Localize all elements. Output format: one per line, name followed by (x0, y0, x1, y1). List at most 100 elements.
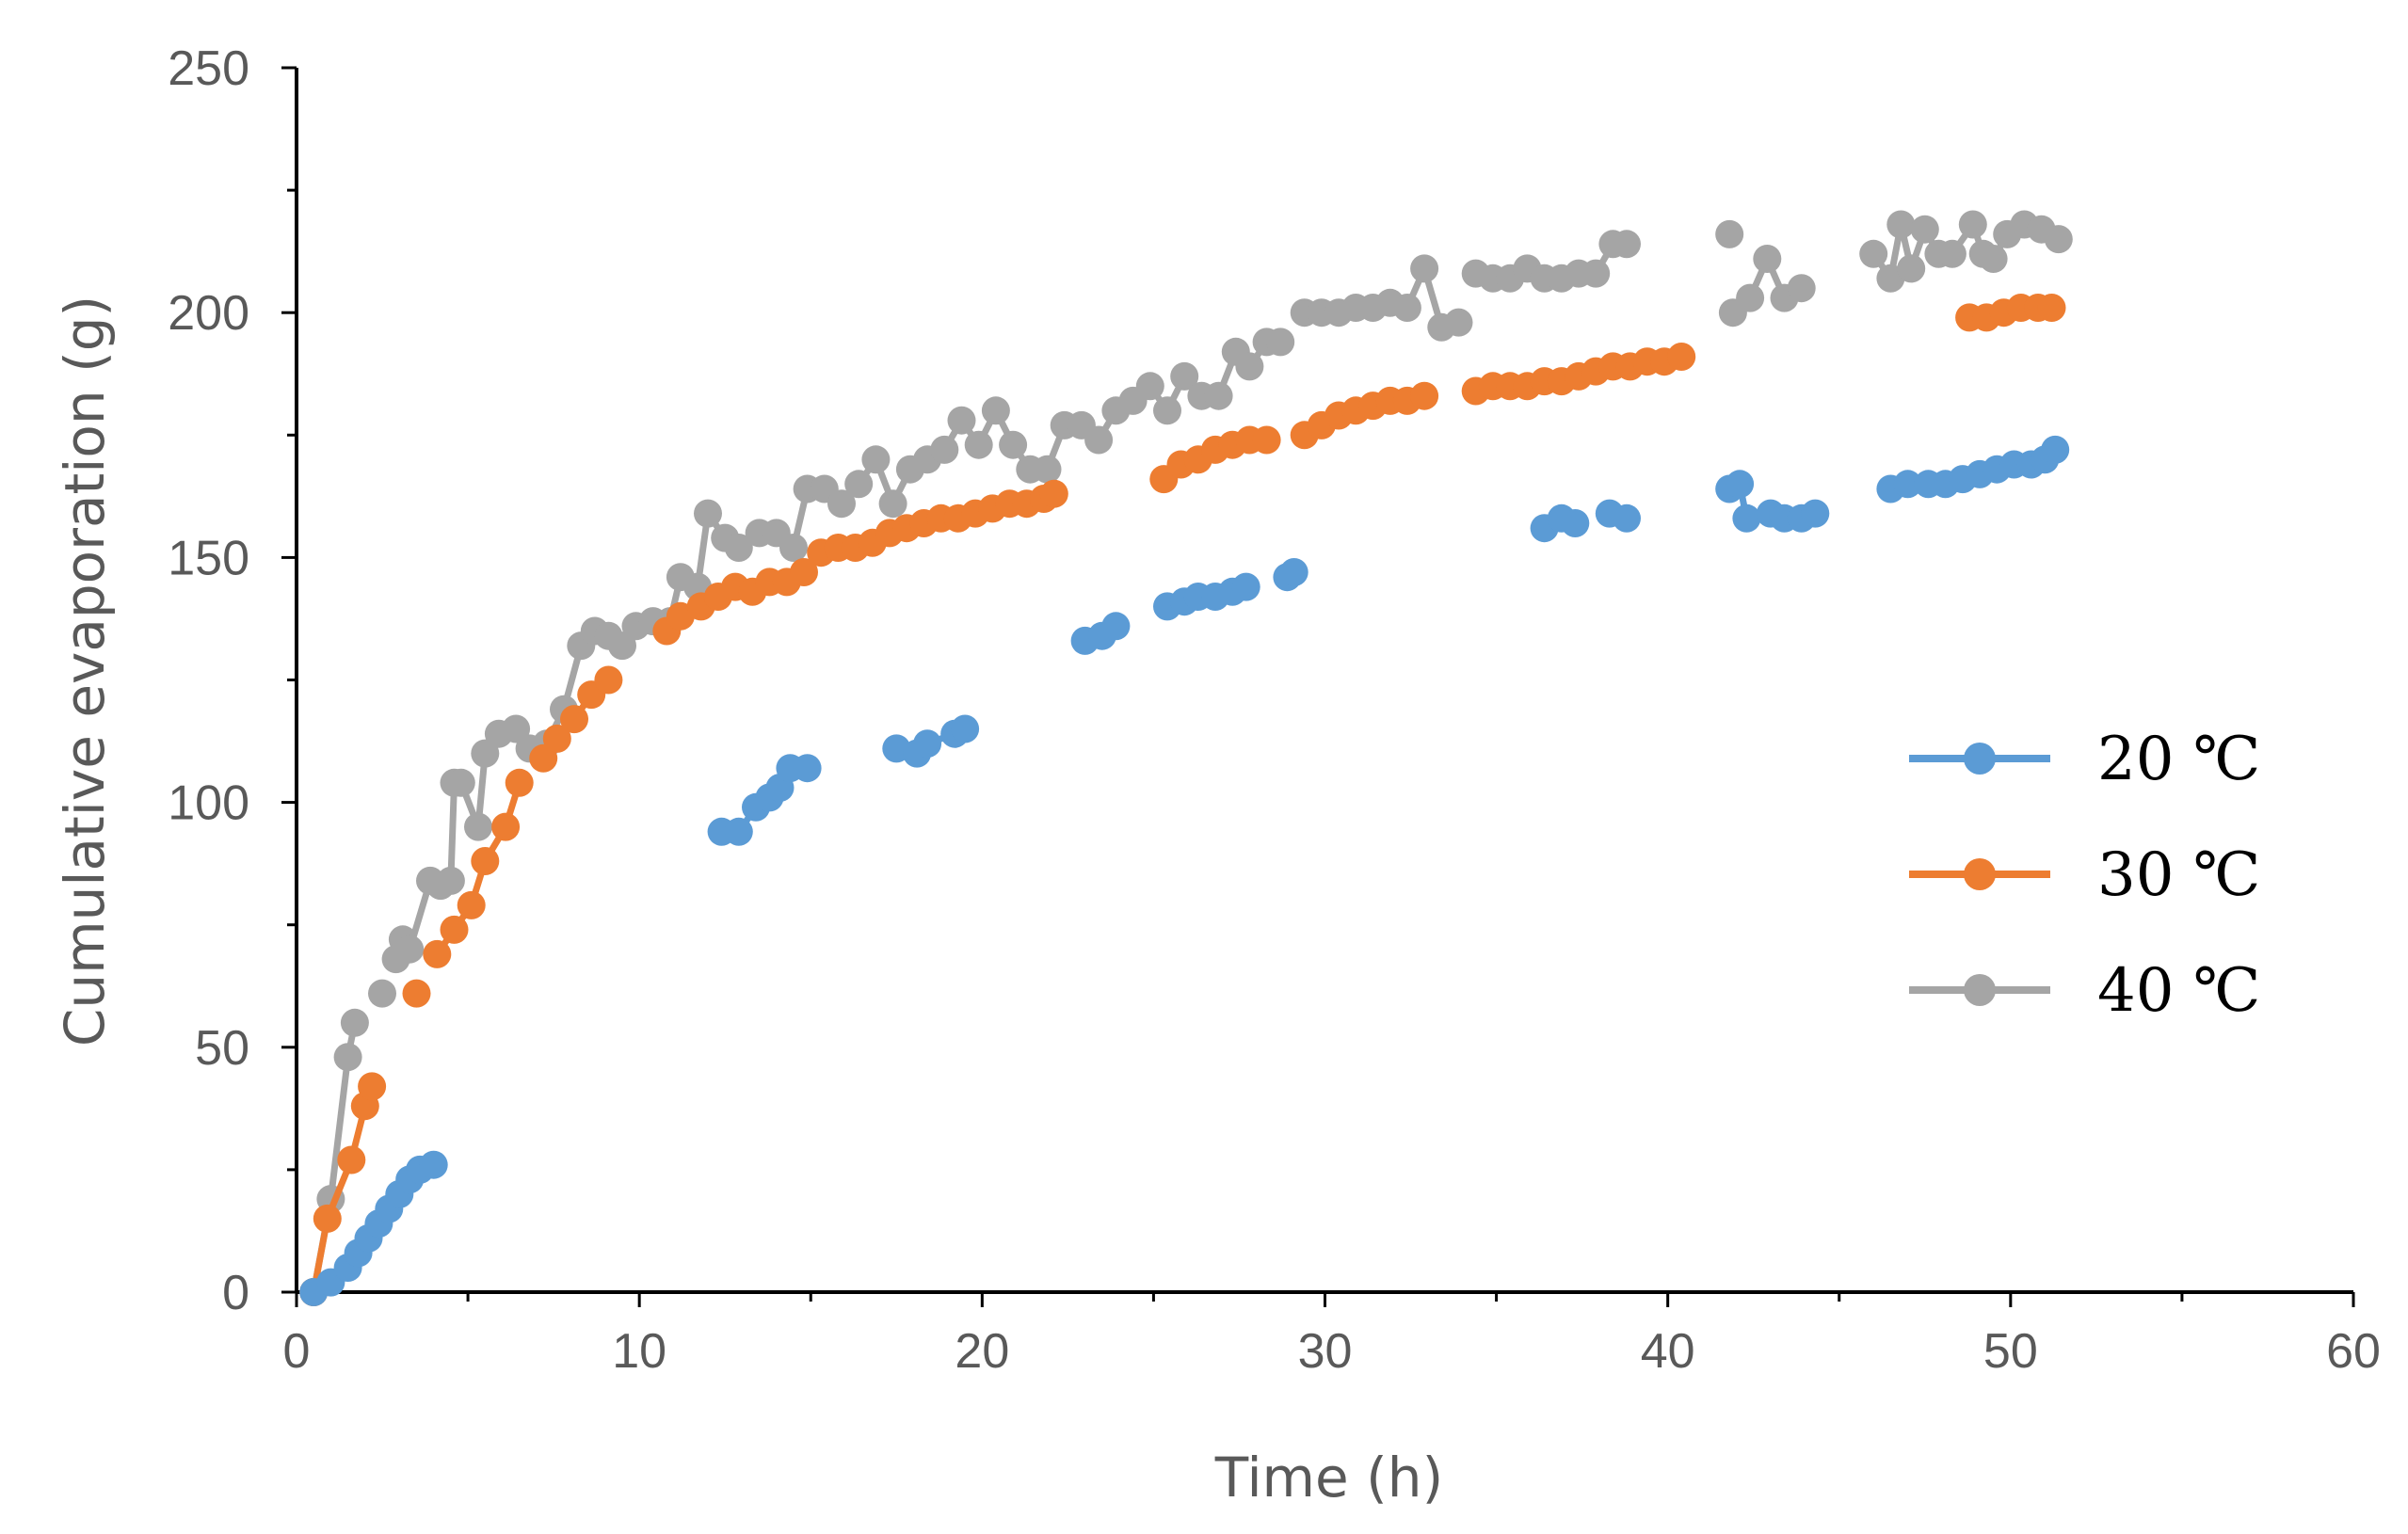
x-tick-label: 30 (1298, 1324, 1353, 1379)
legend-item: 40 ℃ (1909, 956, 2260, 1026)
data-point (1410, 381, 1439, 410)
y-tick-label: 50 (195, 1021, 249, 1076)
data-point (913, 729, 942, 759)
legend-item: 30 ℃ (1909, 840, 2260, 910)
data-point (1252, 425, 1281, 455)
series-2 (299, 210, 2073, 1306)
data-point (471, 739, 500, 768)
data-point (419, 1150, 448, 1179)
data-point (1392, 294, 1421, 322)
data-point (340, 1008, 369, 1037)
data-point (502, 714, 531, 743)
x-tick-label: 10 (612, 1324, 666, 1379)
series-1 (299, 294, 2066, 1306)
data-point (1101, 612, 1131, 641)
data-point (694, 499, 722, 528)
data-point (793, 754, 822, 783)
data-point (313, 1204, 342, 1233)
series-layer (299, 210, 2073, 1306)
data-point (951, 714, 980, 743)
legend-swatch-marker (1964, 974, 1996, 1006)
x-axis-title: Time (h) (1214, 1446, 1443, 1510)
data-point (464, 812, 492, 841)
data-point (1613, 503, 1641, 533)
data-point (1613, 230, 1641, 259)
axes: 0 50 100 150 200 250 0 10 20 30 40 50 60 (168, 41, 2381, 1379)
y-tick-label: 200 (168, 286, 249, 341)
data-point (1753, 245, 1782, 273)
data-point (1787, 274, 1816, 303)
data-point (446, 768, 475, 797)
data-point (402, 979, 431, 1008)
data-point (1153, 396, 1181, 425)
data-point (423, 939, 452, 968)
data-point (947, 406, 976, 435)
legend-swatch-marker (1964, 743, 1996, 775)
data-point (1033, 455, 1062, 484)
legend: 20 ℃ 30 ℃ 40 ℃ (1909, 725, 2260, 1026)
data-point (724, 534, 753, 562)
data-point (779, 534, 808, 562)
data-point (1715, 219, 1744, 248)
data-point (2037, 294, 2066, 322)
data-point (2041, 435, 2070, 464)
data-point (1910, 215, 1939, 244)
data-point (1801, 499, 1830, 528)
data-point (505, 768, 534, 797)
data-point (529, 743, 558, 773)
data-point (1859, 239, 1888, 268)
data-point (1732, 503, 1761, 533)
y-axis-title: Cumulative evaporation (g) (53, 296, 117, 1047)
data-point (999, 430, 1028, 459)
data-point (1444, 308, 1473, 337)
x-tick-label: 40 (1641, 1324, 1695, 1379)
data-point (436, 866, 465, 895)
data-point (1204, 381, 1233, 410)
data-point (1231, 572, 1260, 601)
data-point (1135, 372, 1164, 401)
y-tick-label: 250 (168, 41, 249, 96)
data-point (594, 665, 623, 695)
data-point (471, 847, 500, 875)
data-point (964, 430, 993, 459)
series-0 (299, 435, 2070, 1306)
data-point (930, 435, 959, 464)
legend-label: 40 ℃ (2097, 956, 2260, 1026)
data-point (1736, 283, 1765, 312)
data-point (560, 705, 588, 734)
data-point (1897, 254, 1926, 283)
data-point (724, 817, 753, 846)
data-point (827, 489, 856, 519)
series-line (393, 338, 1281, 961)
data-point (1979, 245, 2008, 273)
data-point (440, 915, 469, 944)
data-point (1893, 470, 1922, 499)
data-point (1958, 210, 1987, 239)
data-point (1886, 210, 1916, 239)
data-point (1410, 254, 1439, 283)
x-tick-label: 0 (283, 1324, 311, 1379)
x-tick-label: 60 (2326, 1324, 2381, 1379)
legend-item: 20 ℃ (1909, 725, 2260, 794)
data-point (878, 489, 907, 519)
x-tick-label: 50 (1983, 1324, 2038, 1379)
data-point (1170, 361, 1199, 391)
y-tick-label: 100 (168, 776, 249, 831)
data-point (358, 1072, 387, 1101)
y-tick-label: 0 (222, 1266, 249, 1320)
legend-label: 20 ℃ (2097, 725, 2260, 794)
data-point (608, 631, 636, 661)
data-point (1084, 425, 1114, 455)
legend-swatch-marker (1964, 858, 1996, 890)
data-point (981, 396, 1010, 425)
legend-label: 30 ℃ (2097, 840, 2260, 910)
data-point (333, 1043, 362, 1072)
data-point (457, 890, 486, 919)
data-point (861, 445, 891, 474)
data-point (1937, 239, 1967, 268)
data-point (368, 979, 396, 1008)
data-point (1235, 352, 1264, 381)
data-point (337, 1145, 366, 1174)
data-point (2044, 225, 2073, 254)
